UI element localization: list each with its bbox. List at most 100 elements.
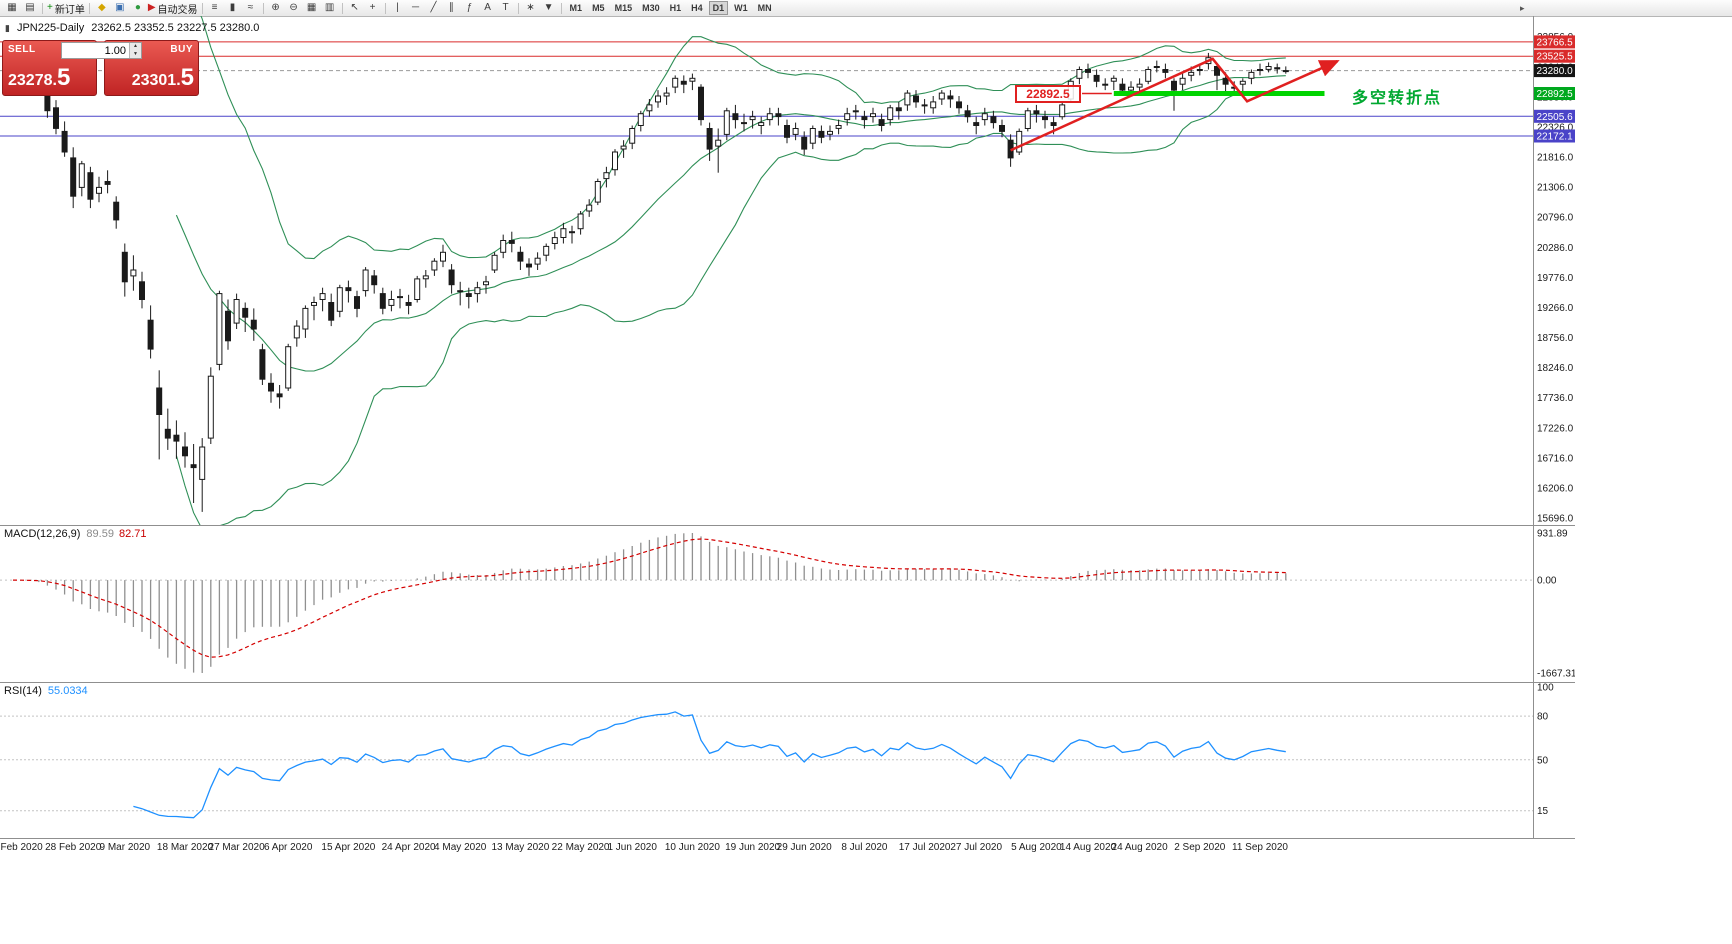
horizontal-line-button[interactable]: ─ (407, 1, 425, 15)
chart-icon: ▮ (5, 22, 10, 33)
date-label: 22 May 2020 (551, 842, 610, 853)
sell-label: SELL (8, 44, 36, 55)
svg-text:22172.1: 22172.1 (1537, 132, 1574, 143)
buy-price: 23301.5 (131, 64, 194, 91)
main-chart-canvas[interactable]: 15696.0 16206.0 16716.0 17226.0 17736.0 18246… (0, 16, 1575, 525)
svg-text:16206.0: 16206.0 (1537, 483, 1574, 494)
text-icon: A (484, 2, 491, 13)
turning-point-label[interactable]: 多空转折点 (1352, 90, 1443, 107)
macd-panel[interactable]: 931.89 0.00 -1667.31 (0, 525, 1575, 682)
date-label: 14 Aug 2020 (1059, 842, 1117, 853)
volume-down-button[interactable]: ▼ (129, 50, 141, 58)
svg-text:-1667.31: -1667.31 (1537, 669, 1575, 680)
svg-text:16716.0: 16716.0 (1537, 453, 1574, 464)
autotrading-icon: ▶ (147, 2, 156, 13)
horizontal-line-icon: ─ (412, 2, 420, 13)
svg-text:21816.0: 21816.0 (1537, 153, 1574, 164)
line-chart-button[interactable]: ≈ (242, 1, 260, 15)
vertical-line-icon: | (396, 2, 399, 13)
svg-text:20286.0: 20286.0 (1537, 243, 1574, 254)
tile-windows-button[interactable]: ▥ (321, 1, 339, 15)
channel-icon: ∥ (449, 2, 455, 13)
trendline-button[interactable]: ╱ (425, 1, 443, 15)
timeframe-m1[interactable]: M1 (569, 3, 583, 13)
date-label: 13 May 2020 (491, 842, 550, 853)
trendline-icon: ╱ (430, 2, 437, 13)
timeframe-h4[interactable]: H4 (691, 3, 703, 13)
chart-symbol-period: JPN225-Daily (16, 22, 85, 34)
autotrading-button[interactable]: ▶ 自动交易 (147, 1, 199, 16)
svg-text:0.00: 0.00 (1537, 576, 1557, 587)
svg-text:17736.0: 17736.0 (1537, 393, 1574, 404)
price-level-annotation[interactable]: 22892.5 (1015, 85, 1081, 103)
toolbar-separator (88, 2, 90, 14)
vertical-line-button[interactable]: | (389, 1, 407, 15)
cursor-button[interactable]: ↖ (346, 1, 364, 15)
volume-up-button[interactable]: ▲ (129, 43, 141, 51)
svg-text:18246.0: 18246.0 (1537, 363, 1574, 374)
toolbar: ▦ ▤ + 新订单 ◆ ▣ ● ▶ 自动交易 ≡ ▮ ≈ ⊕ ⊖ ▦ ▥ ↖ + | ─ ╱ ∥ ƒ A T ∗ ▼ M1 M5 M15 M… (0, 0, 1732, 17)
toolbar-overflow-icon[interactable]: ▸ (1520, 3, 1525, 13)
svg-text:15: 15 (1537, 806, 1549, 817)
date-label: 2 Sep 2020 (1174, 842, 1226, 853)
crosshair-button[interactable]: + (364, 1, 382, 15)
zoom-out-icon: ⊖ (289, 2, 298, 13)
templates-button[interactable]: ▼ (540, 1, 558, 15)
svg-text:20796.0: 20796.0 (1537, 213, 1574, 224)
indicators-button[interactable]: ∗ (522, 1, 540, 15)
candle-chart-button[interactable]: ▮ (224, 1, 242, 15)
svg-text:23766.5: 23766.5 (1537, 37, 1574, 48)
cursor-icon: ↖ (350, 2, 359, 13)
svg-text:22326.0: 22326.0 (1537, 122, 1574, 133)
date-label: 15 Apr 2020 (321, 842, 376, 853)
bar-chart-button[interactable]: ≡ (206, 1, 224, 15)
timeframe-m30[interactable]: M30 (642, 3, 660, 13)
timeframe-mn[interactable]: MN (757, 3, 772, 13)
new-chart-button[interactable]: ▦ (3, 1, 21, 15)
text-button[interactable]: A (479, 1, 497, 15)
svg-text:18756.0: 18756.0 (1537, 333, 1574, 344)
timeframe-m15[interactable]: M15 (614, 3, 633, 13)
date-label: 1 Jun 2020 (607, 842, 657, 853)
arrow-button[interactable]: T (497, 1, 515, 15)
date-label: 5 Aug 2020 (1011, 842, 1062, 853)
sell-button[interactable]: SELL 23278.5 (2, 40, 97, 96)
timeframe-m5[interactable]: M5 (592, 3, 605, 13)
zoom-out-button[interactable]: ⊖ (285, 1, 303, 15)
new-order-button-label: 新订单 (54, 4, 85, 16)
timeframe-h1[interactable]: H1 (669, 3, 682, 13)
buy-label: BUY (170, 44, 193, 55)
timeframe-d1[interactable]: D1 (708, 1, 729, 15)
templates-icon: ▼ (543, 2, 554, 13)
market-watch-button[interactable]: ◆ (93, 1, 111, 15)
svg-text:931.89: 931.89 (1537, 529, 1568, 540)
tile-windows-icon: ▥ (324, 2, 335, 13)
date-axis[interactable]: Feb 2020 28 Feb 2020 9 Mar 2020 18 Mar 2020… (0, 838, 1575, 856)
zoom-in-button[interactable]: ⊕ (267, 1, 285, 15)
date-label: 24 Apr 2020 (381, 842, 436, 853)
macd-label: MACD(12,26,9) 89.59 82.71 (4, 528, 147, 540)
profiles-button[interactable]: ▤ (21, 1, 39, 15)
svg-text:80: 80 (1537, 712, 1549, 723)
volume-input[interactable]: 1.00 ▲ ▼ (61, 42, 142, 59)
date-label: 19 Jun 2020 (725, 842, 781, 853)
svg-text:15696.0: 15696.0 (1537, 514, 1574, 525)
toolbar-separator (42, 2, 43, 14)
data-window-button[interactable]: ▣ (111, 1, 129, 15)
volume-spinner: ▲ ▼ (129, 43, 141, 58)
svg-text:17226.0: 17226.0 (1537, 423, 1574, 434)
fibonacci-button[interactable]: ƒ (461, 1, 479, 15)
timeframe-w1[interactable]: W1 (734, 3, 748, 13)
channel-button[interactable]: ∥ (443, 1, 461, 15)
date-label: 24 Aug 2020 (1111, 842, 1168, 853)
chart-title: ▮ JPN225-Daily 23262.5 23352.5 23227.5 2… (5, 22, 259, 34)
rsi-panel[interactable]: 100 80 50 15 (0, 682, 1575, 838)
new-order-button[interactable]: + 新订单 (46, 1, 86, 16)
navigator-button[interactable]: ● (129, 1, 147, 15)
bar-chart-icon: ≡ (211, 2, 218, 13)
date-label: Feb 2020 (0, 842, 43, 853)
toolbar-separator (384, 2, 386, 14)
grid-button[interactable]: ▦ (303, 1, 321, 15)
svg-text:21306.0: 21306.0 (1537, 183, 1574, 194)
navigator-icon: ● (134, 2, 141, 13)
